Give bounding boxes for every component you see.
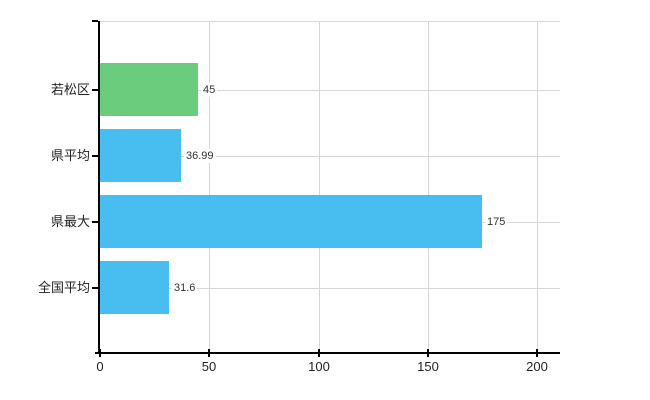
bar-value-label: 45 xyxy=(201,83,218,97)
category-label: 若松区 xyxy=(50,82,90,97)
category-gridline xyxy=(100,156,560,157)
x-axis-tick xyxy=(318,349,320,357)
y-axis-line xyxy=(98,21,100,354)
category-gridline xyxy=(100,90,560,91)
top-gridline xyxy=(100,21,560,22)
x-axis-tick-label: 100 xyxy=(308,359,330,374)
y-axis-tick xyxy=(92,287,98,289)
bar-value-label: 175 xyxy=(485,215,508,229)
x-axis-tick xyxy=(99,349,101,357)
y-axis-top-tick xyxy=(92,20,98,22)
bar-若松区 xyxy=(100,63,198,116)
category-gridline xyxy=(100,288,560,289)
x-axis-tick xyxy=(427,349,429,357)
x-axis-line xyxy=(95,352,560,354)
vertical-gridline xyxy=(537,21,538,353)
y-axis-tick xyxy=(92,89,98,91)
x-axis-tick-label: 0 xyxy=(96,359,104,374)
bar-県最大 xyxy=(100,195,482,248)
vertical-gridline xyxy=(428,21,429,353)
bar-value-label: 36.99 xyxy=(184,149,216,163)
x-axis-tick-label: 50 xyxy=(201,359,217,374)
plot-area: 45 36.99 175 31.6 xyxy=(100,21,560,353)
vertical-gridline xyxy=(209,21,210,353)
bar-県平均 xyxy=(100,129,181,182)
x-axis-tick xyxy=(536,349,538,357)
vertical-gridline xyxy=(319,21,320,353)
bar-value-label: 31.6 xyxy=(172,281,198,295)
bar-全国平均 xyxy=(100,261,169,314)
x-axis-tick-label: 150 xyxy=(417,359,439,374)
category-label: 全国平均 xyxy=(37,280,90,295)
x-axis-tick-label: 200 xyxy=(526,359,548,374)
x-axis-tick xyxy=(208,349,210,357)
category-label: 県最大 xyxy=(50,214,90,229)
y-axis-tick xyxy=(92,221,98,223)
y-axis-tick xyxy=(92,155,98,157)
category-label: 県平均 xyxy=(50,148,90,163)
